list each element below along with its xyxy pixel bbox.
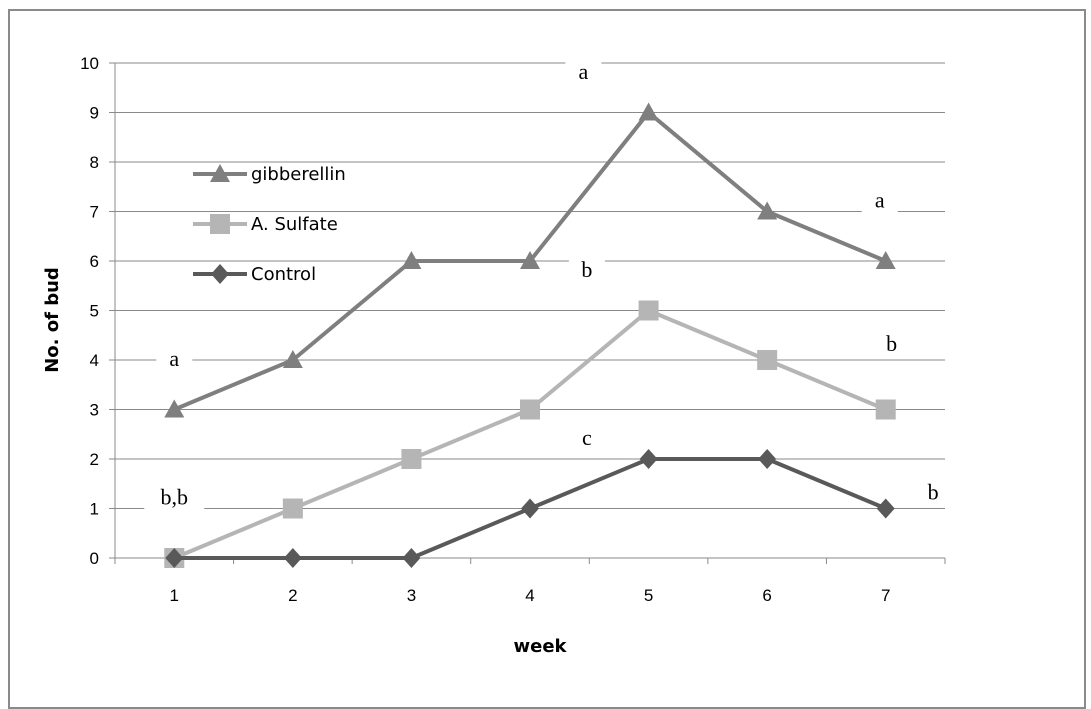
annotation-bg: [144, 480, 205, 511]
data-point-gibberellin: [282, 350, 303, 368]
data-point-a-sulfate: [520, 399, 540, 420]
y-tick-label: 4: [90, 351, 99, 370]
y-tick-label: 5: [90, 302, 99, 321]
y-tick-labels: 0 1 2 3 4 5 6 7 8 9 10: [80, 54, 99, 568]
data-point-a-sulfate: [282, 498, 303, 519]
legend-label: A. Sulfate: [251, 214, 338, 235]
y-tick-label: 1: [90, 500, 99, 519]
grid-lines: [109, 62, 946, 564]
data-point-control: [876, 498, 895, 519]
data-point-control: [639, 449, 658, 469]
annotation-bg: [565, 54, 602, 85]
legend-marker: [211, 264, 229, 284]
x-tick-label: 1: [170, 586, 179, 605]
annotation-label: c: [582, 425, 592, 450]
legend-item-a-sulfate: A. Sulfate: [193, 214, 338, 235]
y-tick-label: 7: [90, 203, 99, 222]
series-line-a-sulfate: [173, 308, 887, 560]
annotation-bg: [915, 475, 952, 506]
x-tick-label: 7: [881, 586, 890, 605]
data-point-gibberellin: [164, 399, 185, 418]
x-tick-labels: 1 2 3 4 5 6 7: [170, 586, 891, 605]
legend-label: gibberellin: [251, 164, 346, 185]
y-tick-label: 6: [90, 252, 99, 271]
annotation-label: b: [928, 480, 939, 505]
legend: gibberellin A. Sulfate Control: [193, 164, 346, 285]
legend-marker: [210, 214, 230, 234]
data-point-gibberellin: [401, 251, 422, 269]
y-tick-label: 10: [80, 54, 99, 73]
annotation-label: a: [578, 59, 588, 84]
y-axis-title: No. of bud: [42, 267, 63, 373]
annotation-label: b: [886, 331, 897, 356]
data-point-control: [521, 498, 539, 519]
series-a-sulfate: [164, 300, 896, 568]
y-tick-label: 0: [90, 549, 99, 568]
data-point-gibberellin: [638, 102, 659, 121]
data-point-gibberellin: [875, 251, 896, 269]
annotation-label: a: [875, 188, 885, 213]
x-tick-label: 2: [288, 586, 297, 605]
y-tick-label: 2: [90, 450, 99, 469]
data-point-a-sulfate: [401, 449, 422, 469]
series-gibberellin: [164, 102, 896, 418]
x-tick-label: 6: [762, 586, 771, 605]
annotation-label: a: [169, 346, 179, 371]
x-axis-title: week: [513, 636, 567, 657]
data-point-control: [165, 548, 184, 568]
annotation-label: b: [581, 257, 592, 282]
annotation-bg: [861, 183, 898, 214]
annotation-bg: [568, 421, 605, 452]
data-point-gibberellin: [757, 201, 778, 220]
data-point-a-sulfate: [875, 399, 896, 420]
annotation-bg: [568, 252, 605, 283]
y-tick-label: 3: [90, 401, 99, 420]
data-point-control: [402, 548, 421, 568]
data-point-a-sulfate: [638, 300, 659, 321]
legend-label: Control: [251, 264, 316, 285]
annotation-bg: [156, 342, 193, 372]
data-point-control: [283, 548, 302, 568]
annotations: a b,b a b c a b b: [144, 54, 952, 511]
y-tick-label: 8: [90, 153, 99, 172]
x-tick-label: 5: [644, 586, 653, 605]
data-point-gibberellin: [520, 251, 540, 269]
legend-item-gibberellin: gibberellin: [193, 164, 346, 185]
series: [164, 102, 896, 568]
y-tick-label: 9: [90, 104, 99, 123]
legend-item-control: Control: [193, 264, 316, 285]
x-tick-label: 4: [525, 586, 534, 605]
data-point-a-sulfate: [757, 350, 778, 370]
annotation-bg: [873, 327, 910, 358]
legend-marker: [210, 164, 230, 182]
series-control: [165, 449, 895, 568]
annotation-label: b,b: [161, 485, 189, 510]
data-point-control: [758, 449, 777, 469]
x-tick-label: 3: [407, 586, 416, 605]
